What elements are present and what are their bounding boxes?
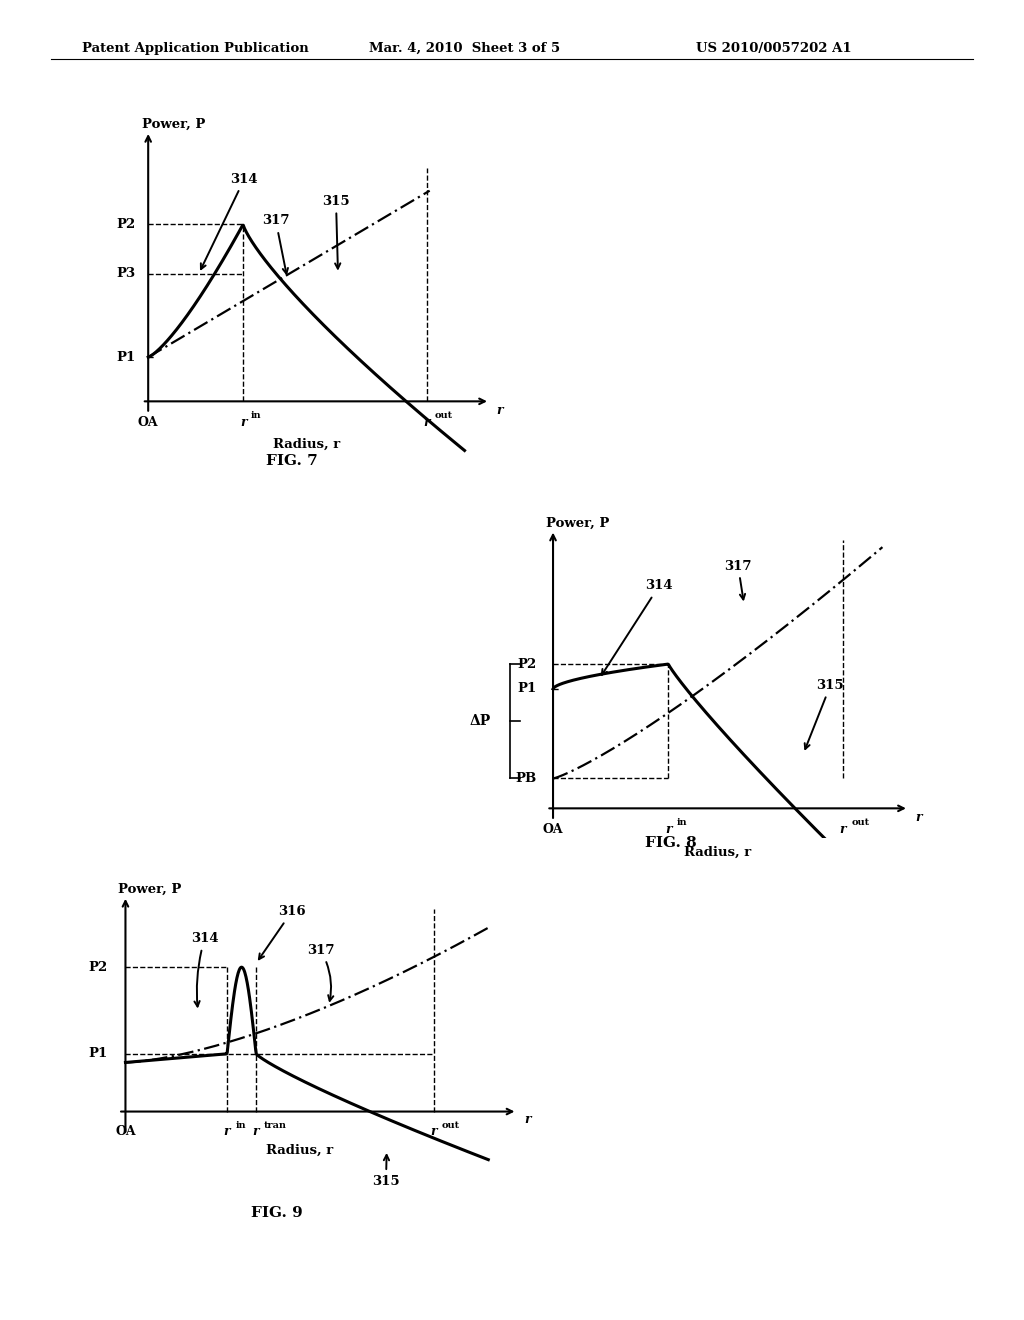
Text: 315: 315 bbox=[323, 195, 350, 269]
Text: 317: 317 bbox=[262, 214, 290, 273]
Text: r: r bbox=[223, 1125, 230, 1138]
Text: Radius, r: Radius, r bbox=[272, 438, 340, 451]
Text: r: r bbox=[240, 416, 247, 429]
Text: OA: OA bbox=[115, 1125, 136, 1138]
Text: 314: 314 bbox=[602, 579, 673, 675]
Text: P2: P2 bbox=[517, 657, 537, 671]
Text: Power, P: Power, P bbox=[118, 883, 181, 896]
Text: in: in bbox=[237, 1121, 247, 1130]
Text: P1: P1 bbox=[117, 351, 135, 363]
Text: 314: 314 bbox=[201, 173, 258, 269]
Text: 317: 317 bbox=[724, 560, 752, 599]
Text: ΔP: ΔP bbox=[470, 714, 492, 729]
Text: 316: 316 bbox=[259, 906, 305, 960]
Text: P2: P2 bbox=[117, 218, 135, 231]
Text: P1: P1 bbox=[88, 1047, 108, 1060]
Text: in: in bbox=[251, 411, 261, 420]
Text: OA: OA bbox=[138, 416, 159, 429]
Text: FIG. 7: FIG. 7 bbox=[266, 454, 317, 467]
Text: OA: OA bbox=[543, 824, 563, 837]
Text: Patent Application Publication: Patent Application Publication bbox=[82, 42, 308, 55]
Text: P2: P2 bbox=[88, 961, 108, 974]
Text: Power, P: Power, P bbox=[142, 117, 205, 131]
Text: r: r bbox=[497, 404, 503, 417]
Text: PB: PB bbox=[515, 772, 537, 785]
Text: out: out bbox=[851, 818, 869, 828]
Text: Radius, r: Radius, r bbox=[684, 846, 752, 859]
Text: r: r bbox=[253, 1125, 259, 1138]
Text: 315: 315 bbox=[372, 1155, 399, 1188]
Text: tran: tran bbox=[264, 1121, 287, 1130]
Text: r: r bbox=[840, 824, 846, 837]
Text: Radius, r: Radius, r bbox=[266, 1144, 333, 1158]
Text: r: r bbox=[915, 810, 922, 824]
Text: 315: 315 bbox=[805, 678, 844, 748]
Text: r: r bbox=[423, 416, 430, 429]
Text: r: r bbox=[665, 824, 672, 837]
Text: Mar. 4, 2010  Sheet 3 of 5: Mar. 4, 2010 Sheet 3 of 5 bbox=[369, 42, 560, 55]
Text: FIG. 8: FIG. 8 bbox=[645, 837, 696, 850]
Text: P3: P3 bbox=[117, 267, 135, 280]
Text: out: out bbox=[434, 411, 453, 420]
Text: r: r bbox=[524, 1114, 531, 1126]
Text: out: out bbox=[441, 1121, 460, 1130]
Text: FIG. 9: FIG. 9 bbox=[251, 1206, 302, 1220]
Text: Power, P: Power, P bbox=[547, 516, 610, 529]
Text: in: in bbox=[677, 818, 687, 828]
Text: 314: 314 bbox=[190, 932, 218, 1007]
Text: r: r bbox=[430, 1125, 437, 1138]
Text: P1: P1 bbox=[517, 682, 537, 696]
Text: 317: 317 bbox=[307, 944, 335, 1001]
Text: US 2010/0057202 A1: US 2010/0057202 A1 bbox=[696, 42, 852, 55]
